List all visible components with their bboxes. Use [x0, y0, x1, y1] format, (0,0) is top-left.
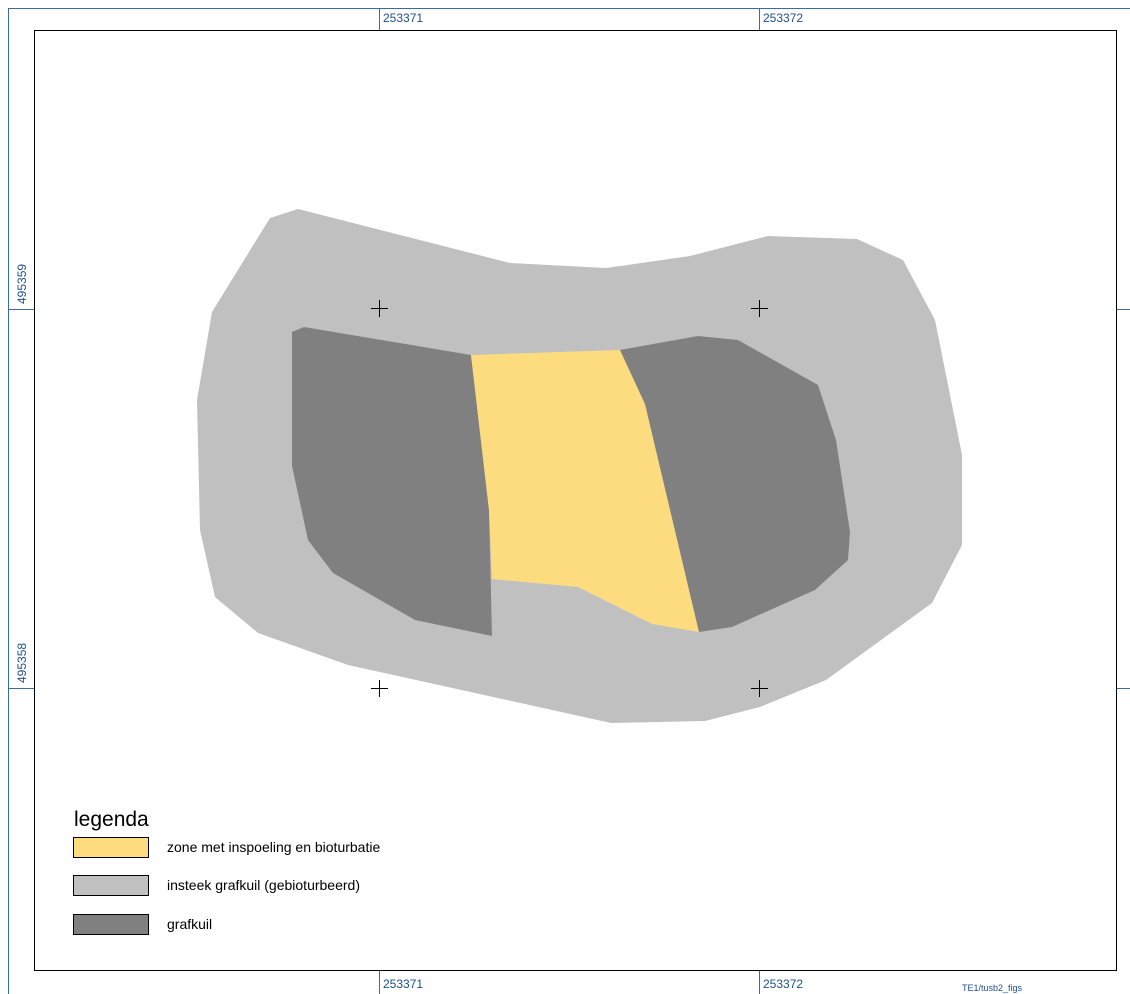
coord-label-left-1: 495358	[15, 643, 29, 683]
legend-title: legenda	[74, 808, 149, 831]
cross-marker-ne	[751, 300, 768, 317]
legend-swatch-insteek-grafkuil	[73, 875, 149, 896]
legend-swatch-grafkuil	[73, 914, 149, 935]
legend-label-zone-met-inspoeling: zone met inspoeling en bioturbatie	[167, 839, 380, 855]
figure-code: TE1/tusb2_figs	[962, 983, 1023, 993]
cross-marker-sw	[371, 680, 388, 697]
legend-swatch-zone-met-inspoeling	[73, 837, 149, 858]
cross-marker-nw	[371, 300, 388, 317]
cross-marker-se	[751, 680, 768, 697]
coord-label-top-1: 253372	[763, 11, 803, 25]
coord-label-left-0: 495359	[15, 264, 29, 304]
survey-markers	[371, 300, 768, 697]
grafkuil-polygon-right	[620, 336, 850, 632]
legend: legenda zone met inspoeling en bioturbat…	[73, 808, 380, 935]
legend-label-insteek-grafkuil: insteek grafkuil (gebioturbeerd)	[167, 877, 360, 893]
coordinate-labels: 253371 253372 253371 253372 495359 49535…	[15, 11, 803, 991]
zone-met-inspoeling-polygon	[471, 350, 699, 632]
legend-label-grafkuil: grafkuil	[167, 916, 212, 932]
coordinate-grid	[8, 8, 1130, 994]
grafkuil-polygon-left	[292, 327, 492, 636]
coord-label-top-0: 253371	[383, 11, 423, 25]
map-frame	[34, 30, 1117, 971]
coord-label-bottom-1: 253372	[763, 977, 803, 991]
coord-label-bottom-0: 253371	[383, 977, 423, 991]
